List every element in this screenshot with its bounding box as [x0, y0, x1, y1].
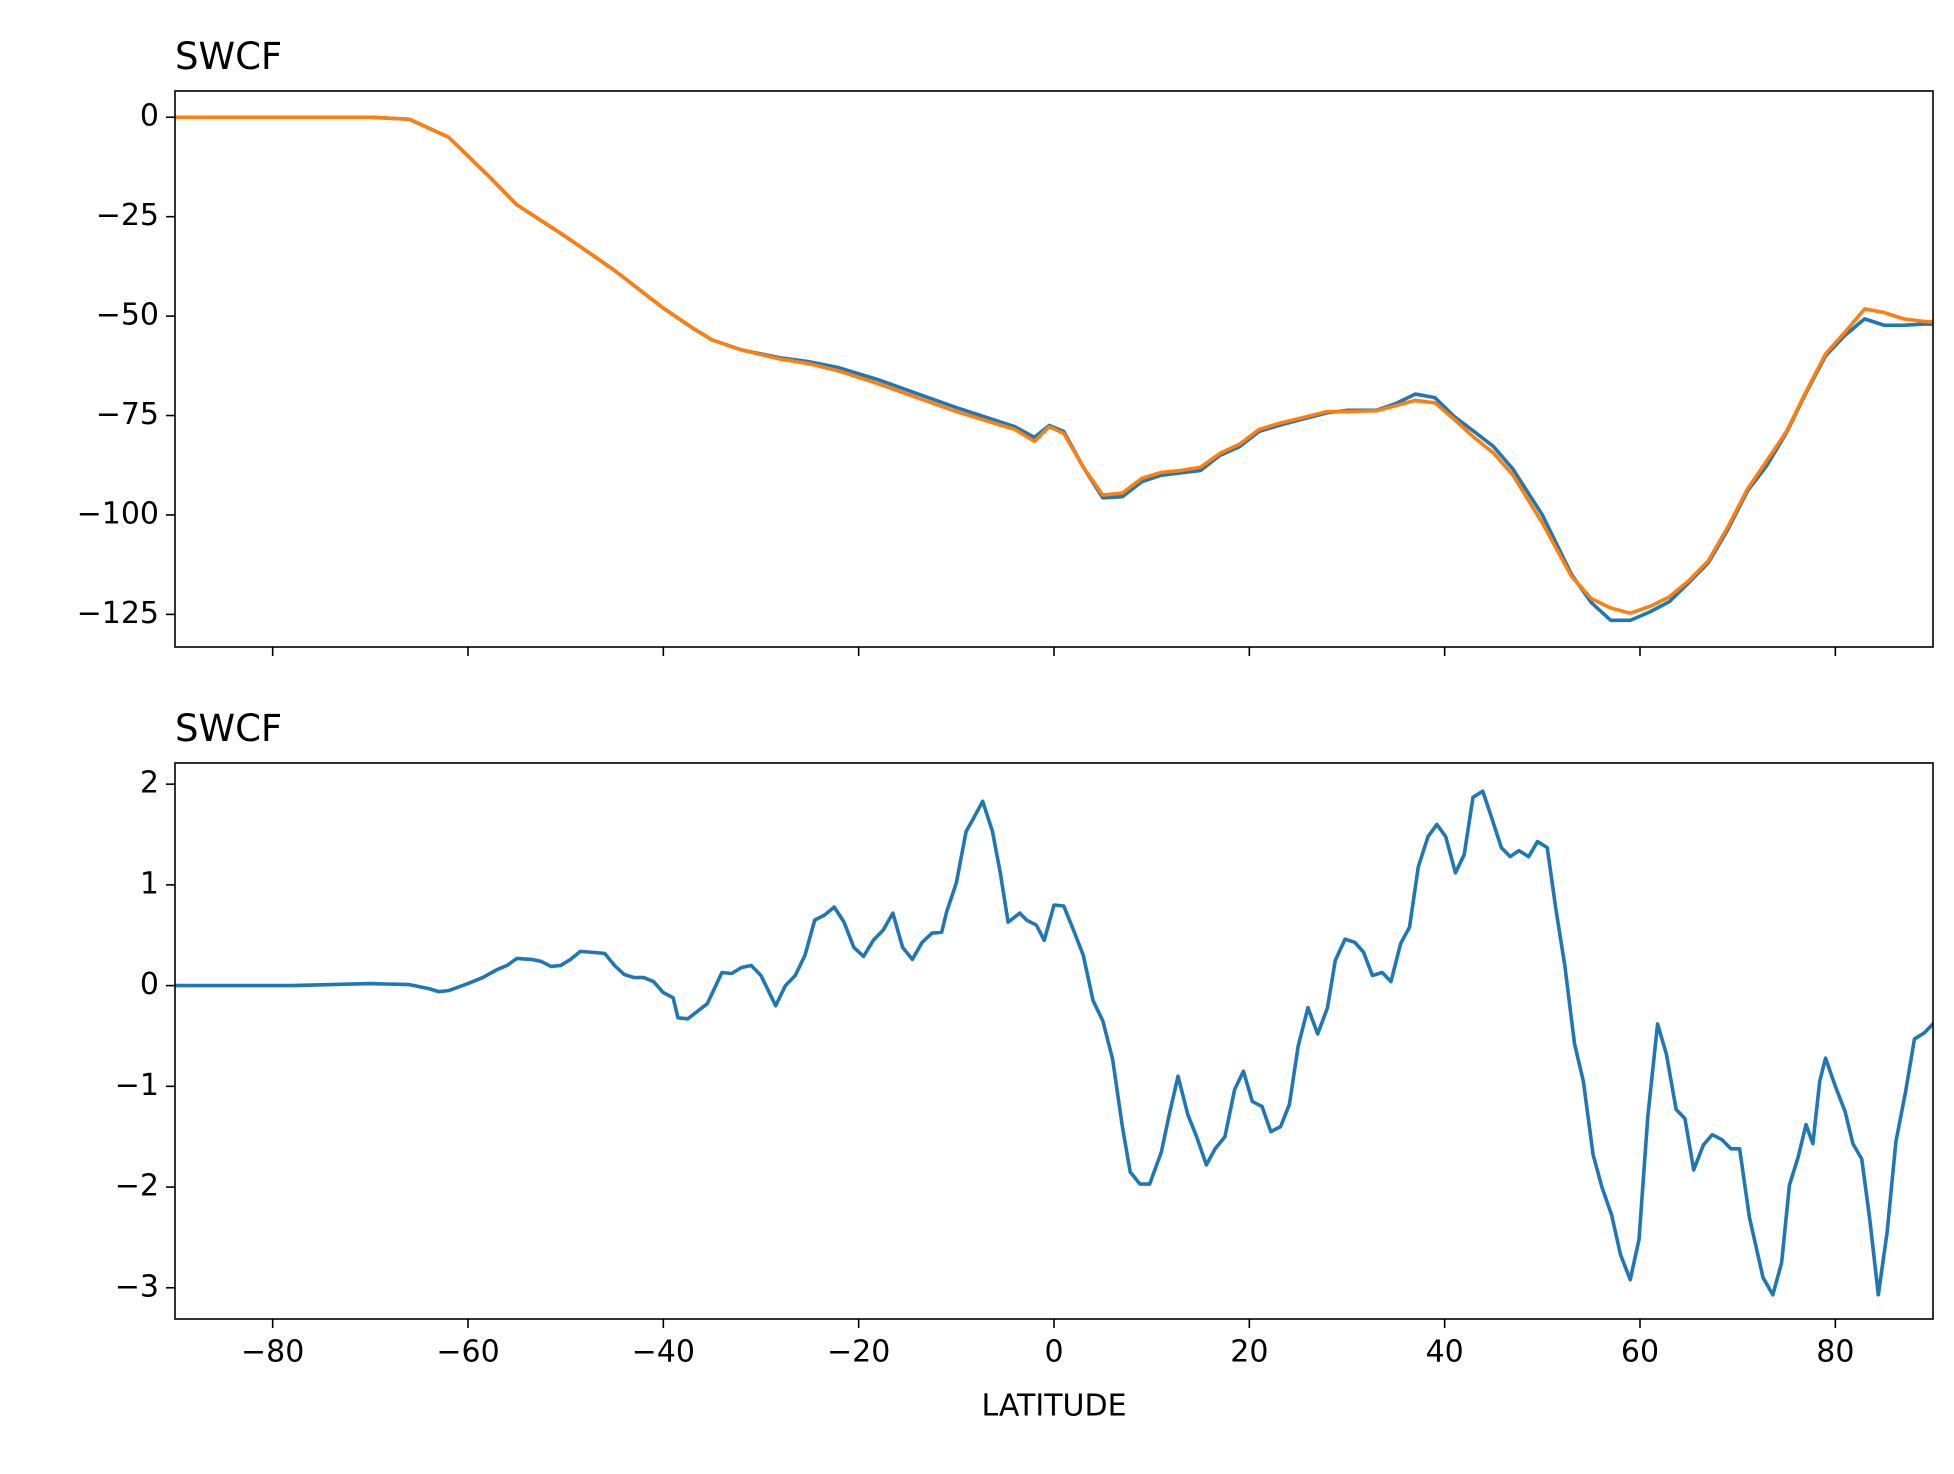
y-tick-label: −50: [96, 298, 159, 333]
y-tick-label: −125: [77, 596, 159, 631]
y-tick-label: −1: [115, 1068, 159, 1103]
y-tick-label: −2: [115, 1169, 159, 1204]
chart-title: SWCF: [175, 707, 282, 750]
x-tick-label: 80: [1816, 1335, 1854, 1370]
chart-title: SWCF: [175, 35, 282, 78]
data-line: [175, 115, 1933, 615]
plot-frame: [174, 762, 1934, 1320]
x-tick-label: 40: [1426, 1335, 1464, 1370]
y-tick-label: −3: [115, 1269, 159, 1304]
x-tick-label: −20: [827, 1335, 890, 1370]
x-tick-label: −60: [436, 1335, 499, 1370]
x-tick-label: 60: [1621, 1335, 1659, 1370]
x-tick-label: −80: [241, 1335, 304, 1370]
y-tick-label: −75: [96, 397, 159, 432]
x-axis-label: LATITUDE: [981, 1389, 1126, 1424]
data-line: [175, 789, 1933, 1297]
y-tick-label: 0: [140, 967, 159, 1002]
x-tick-label: 20: [1230, 1335, 1268, 1370]
x-tick-label: −40: [632, 1335, 695, 1370]
y-tick-label: 2: [140, 766, 159, 801]
data-line: [175, 115, 1933, 623]
y-tick-label: 1: [140, 866, 159, 901]
y-tick-label: −25: [96, 198, 159, 233]
x-tick-label: 0: [1044, 1335, 1063, 1370]
y-tick-label: −100: [77, 496, 159, 531]
plot-frame: [174, 90, 1934, 648]
y-tick-label: 0: [140, 99, 159, 134]
